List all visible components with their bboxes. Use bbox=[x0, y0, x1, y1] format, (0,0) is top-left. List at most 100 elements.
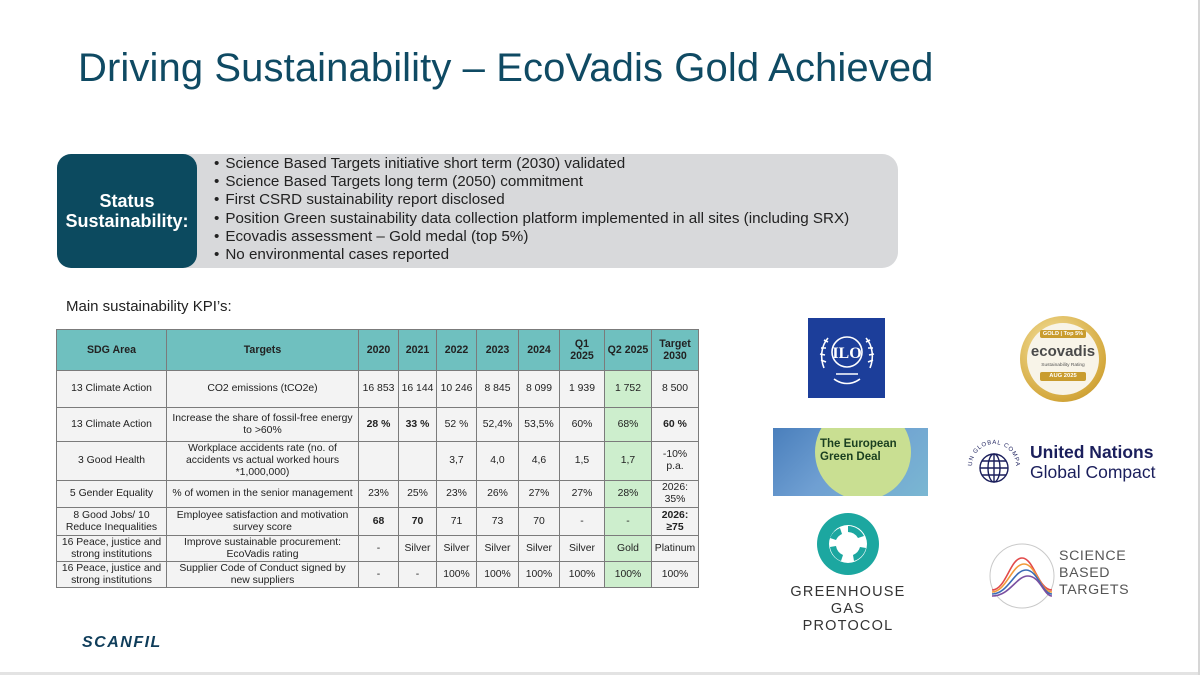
col-header-2020: 2020 bbox=[358, 329, 399, 371]
ungc-line2: Global Compact bbox=[1030, 462, 1156, 482]
cell-target: Employee satisfaction and motivation sur… bbox=[166, 507, 359, 536]
cell-value: 28 % bbox=[358, 407, 399, 442]
ecovadis-medal-logo: GOLD | Top 5% ecovadis Sustainability Ra… bbox=[1020, 316, 1106, 402]
cell-value: 8 845 bbox=[476, 370, 519, 408]
status-label-line1: Status bbox=[99, 191, 155, 211]
ghg-line1: GREENHOUSE bbox=[790, 584, 906, 600]
sbt-line2: BASED bbox=[1059, 565, 1111, 581]
col-header-2021: 2021 bbox=[398, 329, 437, 371]
status-bullet: Position Green sustainability data colle… bbox=[214, 210, 849, 228]
cell-value: 70 bbox=[398, 507, 437, 536]
ecovadis-badge-text: GOLD | Top 5% bbox=[1040, 330, 1086, 338]
cell-value: 8 099 bbox=[518, 370, 560, 408]
col-header-2024: 2024 bbox=[518, 329, 560, 371]
col-header-q1-2025: Q1 2025 bbox=[559, 329, 605, 371]
cell-value: - bbox=[398, 561, 437, 588]
ilo-text: ILO bbox=[832, 345, 861, 362]
kpi-table: SDG Area Targets 2020 2021 2022 2023 202… bbox=[56, 329, 699, 588]
col-header-target-2030: Target 2030 bbox=[651, 329, 699, 371]
status-bullet: Ecovadis assessment – Gold medal (top 5%… bbox=[214, 228, 849, 246]
cell-value: 1,5 bbox=[559, 441, 605, 481]
green-deal-logo: The European Green Deal bbox=[773, 428, 928, 496]
status-bullet: First CSRD sustainability report disclos… bbox=[214, 191, 849, 209]
cell-value: 27% bbox=[559, 480, 605, 508]
cell-value: Silver bbox=[398, 535, 437, 562]
sbt-line3: TARGETS bbox=[1059, 582, 1130, 598]
cell-target: CO2 emissions (tCO2e) bbox=[166, 370, 359, 408]
cell-value: - bbox=[604, 507, 652, 536]
scanfil-logo: SCANFIL bbox=[82, 634, 162, 651]
cell-value: 100% bbox=[476, 561, 519, 588]
col-header-2023: 2023 bbox=[476, 329, 519, 371]
col-header-2022: 2022 bbox=[436, 329, 477, 371]
cell-value: 25% bbox=[398, 480, 437, 508]
cell-value: 68% bbox=[604, 407, 652, 442]
cell-value: 1,7 bbox=[604, 441, 652, 481]
status-bullet: No environmental cases reported bbox=[214, 246, 849, 264]
cell-value: 100% bbox=[651, 561, 699, 588]
un-ring-text: UN GLOBAL COMPACT bbox=[962, 432, 1020, 467]
cell-value: 26% bbox=[476, 480, 519, 508]
ghg-line2: GAS PROTOCOL bbox=[802, 601, 894, 634]
cell-value: Silver bbox=[436, 535, 477, 562]
green-deal-line2: Green Deal bbox=[820, 451, 881, 463]
cell-value: 1 939 bbox=[559, 370, 605, 408]
cell-target: % of women in the senior management bbox=[166, 480, 359, 508]
cell-value: 28% bbox=[604, 480, 652, 508]
sbt-curve-icon bbox=[989, 543, 1055, 609]
cell-value: Gold bbox=[604, 535, 652, 562]
cell-value: 2026: ≥75 bbox=[651, 507, 699, 536]
status-bullet: Science Based Targets long term (2050) c… bbox=[214, 173, 849, 191]
cell-value bbox=[398, 441, 437, 481]
cell-value: 70 bbox=[518, 507, 560, 536]
un-global-compact-logo: UN GLOBAL COMPACT United Nations Global … bbox=[962, 432, 1162, 492]
cell-value: - bbox=[358, 561, 399, 588]
cell-value: 10 246 bbox=[436, 370, 477, 408]
cell-sdg-area: 8 Good Jobs/ 10 Reduce Inequalities bbox=[56, 507, 167, 536]
col-header-sdg-area: SDG Area bbox=[56, 329, 167, 371]
cell-value: 100% bbox=[518, 561, 560, 588]
cell-value: 60 % bbox=[651, 407, 699, 442]
cell-value: 68 bbox=[358, 507, 399, 536]
kpi-header-row: SDG Area Targets 2020 2021 2022 2023 202… bbox=[56, 329, 699, 371]
ilo-emblem-icon: ILO bbox=[819, 336, 874, 385]
cell-value: 16 144 bbox=[398, 370, 437, 408]
cell-value: 16 853 bbox=[358, 370, 399, 408]
cell-value: 33 % bbox=[398, 407, 437, 442]
cell-value bbox=[358, 441, 399, 481]
table-row: 8 Good Jobs/ 10 Reduce Inequalities Empl… bbox=[56, 507, 699, 536]
cell-target: Increase the share of fossil-free energy… bbox=[166, 407, 359, 442]
un-globe-icon: UN GLOBAL COMPACT bbox=[962, 432, 1020, 483]
ilo-logo: ILO bbox=[808, 318, 885, 398]
cell-value: 3,7 bbox=[436, 441, 477, 481]
cell-value: 4,0 bbox=[476, 441, 519, 481]
table-row: 16 Peace, justice and strong institution… bbox=[56, 535, 699, 562]
table-row: 3 Good Health Workplace accidents rate (… bbox=[56, 441, 699, 481]
cell-value: 23% bbox=[358, 480, 399, 508]
green-deal-line1: The European bbox=[820, 438, 897, 450]
cell-sdg-area: 13 Climate Action bbox=[56, 407, 167, 442]
cell-sdg-area: 16 Peace, justice and strong institution… bbox=[56, 535, 167, 562]
cell-value: 27% bbox=[518, 480, 560, 508]
cell-target: Improve sustainable procurement: EcoVadi… bbox=[166, 535, 359, 562]
ecovadis-date: AUG 2025 bbox=[1040, 372, 1086, 381]
table-row: 16 Peace, justice and strong institution… bbox=[56, 561, 699, 588]
cell-value: 71 bbox=[436, 507, 477, 536]
cell-value: 52,4% bbox=[476, 407, 519, 442]
cell-value: - bbox=[358, 535, 399, 562]
science-based-targets-logo: SCIENCE BASED TARGETS bbox=[988, 540, 1138, 610]
table-row: 5 Gender Equality % of women in the seni… bbox=[56, 480, 699, 508]
cell-value: 52 % bbox=[436, 407, 477, 442]
cell-value: Silver bbox=[476, 535, 519, 562]
table-row: 13 Climate Action Increase the share of … bbox=[56, 407, 699, 442]
cell-value: Platinum bbox=[651, 535, 699, 562]
ecovadis-subtitle: Sustainability Rating bbox=[1041, 363, 1085, 368]
cell-value: 1 752 bbox=[604, 370, 652, 408]
cell-value: 2026: 35% bbox=[651, 480, 699, 508]
cell-value: 60% bbox=[559, 407, 605, 442]
cell-sdg-area: 13 Climate Action bbox=[56, 370, 167, 408]
cell-sdg-area: 16 Peace, justice and strong institution… bbox=[56, 561, 167, 588]
col-header-q2-2025: Q2 2025 bbox=[604, 329, 652, 371]
ecovadis-name: ecovadis bbox=[1030, 343, 1096, 360]
